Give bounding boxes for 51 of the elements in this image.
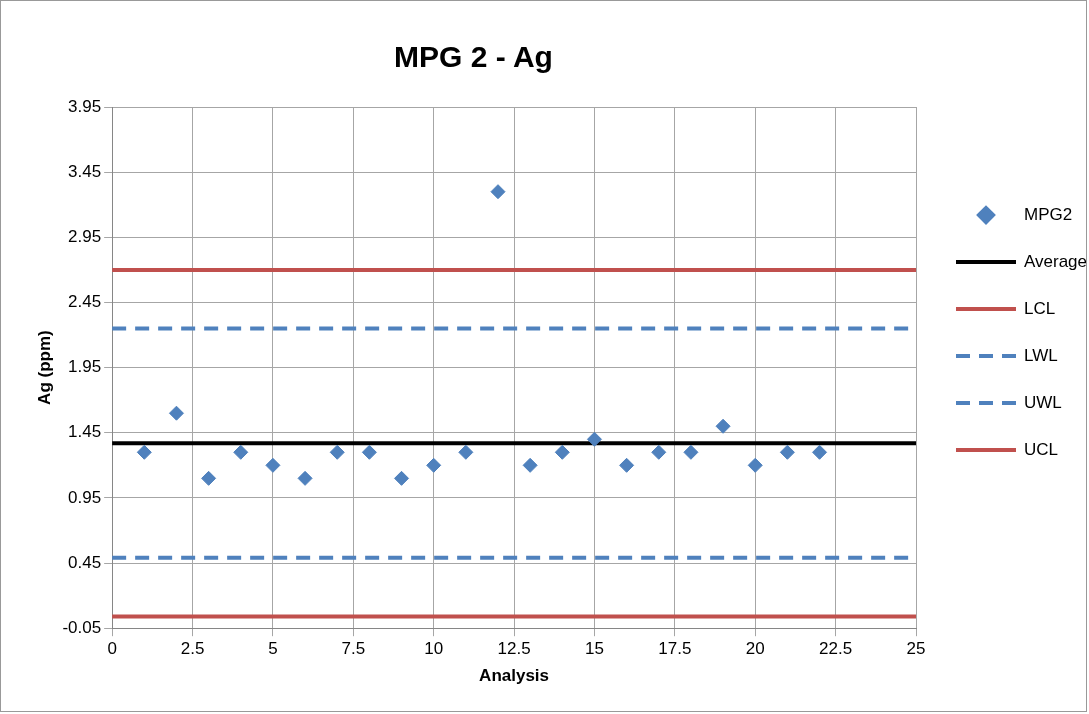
legend-label: UCL bbox=[1024, 439, 1059, 459]
legend-label: MPG2 bbox=[1024, 204, 1073, 224]
point bbox=[619, 457, 635, 473]
point bbox=[233, 444, 249, 460]
x-tick-label: 7.5 bbox=[341, 639, 366, 659]
x-tick-label: 5 bbox=[268, 639, 278, 659]
x-tick-label: 0 bbox=[107, 639, 117, 659]
y-tick-label: 0.95 bbox=[68, 487, 102, 507]
y-tick-label: -0.05 bbox=[62, 617, 102, 637]
point bbox=[426, 457, 442, 473]
legend-label: LCL bbox=[1024, 298, 1056, 318]
x-tick-label: 17.5 bbox=[658, 639, 692, 659]
point bbox=[586, 431, 602, 447]
point bbox=[747, 457, 763, 473]
x-tick-label: 22.5 bbox=[819, 639, 853, 659]
point bbox=[265, 457, 281, 473]
x-tick-label: 20 bbox=[745, 639, 765, 659]
legend-label: LWL bbox=[1024, 345, 1058, 365]
point bbox=[168, 405, 184, 421]
legend-label: UWL bbox=[1024, 392, 1062, 412]
y-tick-label: 2.45 bbox=[68, 292, 102, 312]
point bbox=[361, 444, 377, 460]
x-tick-label: 25 bbox=[906, 639, 926, 659]
y-tick-label: 3.45 bbox=[68, 161, 102, 181]
point bbox=[683, 444, 699, 460]
point bbox=[394, 470, 410, 486]
point bbox=[458, 444, 474, 460]
point bbox=[490, 184, 506, 200]
point bbox=[812, 444, 828, 460]
point bbox=[715, 418, 731, 434]
point bbox=[329, 444, 345, 460]
point bbox=[522, 457, 538, 473]
point bbox=[554, 444, 570, 460]
x-tick-label: 2.5 bbox=[180, 639, 205, 659]
y-tick-label: 3.95 bbox=[68, 96, 102, 116]
legend-label: Average bbox=[1024, 251, 1088, 271]
point bbox=[136, 444, 152, 460]
x-tick-label: 10 bbox=[424, 639, 444, 659]
x-axis-title: Analysis bbox=[479, 666, 550, 686]
point bbox=[201, 470, 217, 486]
point bbox=[651, 444, 667, 460]
y-tick-label: 1.95 bbox=[68, 357, 102, 377]
x-tick-label: 12.5 bbox=[497, 639, 531, 659]
point bbox=[779, 444, 795, 460]
y-axis-title: Ag (ppm) bbox=[34, 330, 54, 405]
y-tick-label: 0.45 bbox=[68, 552, 102, 572]
y-tick-label: 1.45 bbox=[68, 422, 102, 442]
y-tick-label: 2.95 bbox=[68, 226, 102, 246]
point bbox=[297, 470, 313, 486]
chart-title: MPG 2 - Ag bbox=[394, 40, 553, 74]
x-tick-label: 15 bbox=[585, 639, 604, 659]
